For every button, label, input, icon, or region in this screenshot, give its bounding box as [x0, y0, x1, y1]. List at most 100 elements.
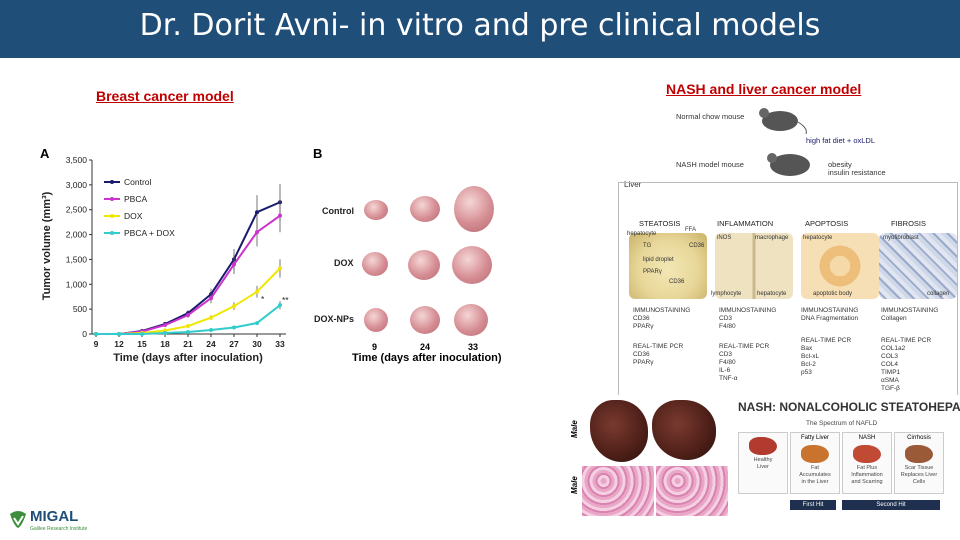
- immunostaining-inflammation: IMMUNOSTAINING CD3 F4/80: [719, 307, 777, 330]
- legend-marker: [110, 214, 114, 218]
- row-label-control: Control: [322, 206, 354, 216]
- cell-label: hepatocyte: [803, 235, 833, 241]
- x-tick-label: 24: [206, 339, 216, 349]
- data-point: [232, 262, 236, 267]
- tumor-photo: [454, 186, 494, 232]
- slide-title: Dr. Dorit Avni- in vitro and pre clinica…: [139, 8, 821, 43]
- cell-label: TG: [643, 243, 652, 249]
- nafld-title: NASH: NONALCOHOLIC STEATOHEPATITIS: [738, 400, 960, 414]
- data-point: [186, 324, 190, 329]
- pcr-inflammation: REAL-TIME PCR CD3 F4/80 IL-6 TNF-α: [719, 343, 770, 382]
- legend-label: Control: [124, 177, 152, 187]
- x-tick-label: 27: [229, 339, 239, 349]
- legend-marker: [110, 180, 114, 184]
- nafld-card-cirrhosis: Cirrhosis Scar Tissue Replaces Liver Cel…: [894, 432, 944, 494]
- legend-marker: [110, 231, 114, 235]
- cell-label: CD36: [669, 279, 685, 285]
- liver-photo: [590, 400, 648, 462]
- side-label: Male: [570, 476, 579, 494]
- photo-time-tick: 24: [420, 342, 431, 352]
- nash-heading: NASH and liver cancer model: [666, 81, 862, 97]
- y-tick-label: 0: [82, 329, 87, 339]
- liver-label: Liver: [624, 180, 642, 189]
- y-tick-label: 2,000: [66, 230, 88, 240]
- nash-mouse-icon: [767, 153, 810, 176]
- data-point: [255, 321, 259, 326]
- legend-label: PBCA + DOX: [124, 228, 175, 238]
- tumor-photo: [454, 304, 488, 336]
- normal-mouse-label: Normal chow mouse: [676, 112, 745, 121]
- cell-label: apoptotic body: [813, 291, 853, 297]
- cell-label: CD36: [689, 243, 705, 249]
- liver-icon: [749, 437, 777, 455]
- data-point: [232, 325, 236, 330]
- obesity-label: obesity: [828, 160, 852, 169]
- data-point: [255, 230, 259, 235]
- series-line: [96, 304, 281, 335]
- row-label-dox: DOX: [334, 258, 354, 268]
- significance-annotation: **: [282, 295, 289, 305]
- liver-photo: [652, 400, 716, 460]
- x-tick-label: 12: [114, 339, 124, 349]
- fibrosis-cell-image: myofibroblast collagen: [879, 233, 957, 299]
- y-axis-label: Tumor volume (mm³): [41, 191, 53, 300]
- liver-box: STEATOSIS INFLAMMATION APOPTOSIS FIBROSI…: [618, 182, 958, 395]
- side-label: Male: [570, 420, 579, 438]
- column-head-apoptosis: APOPTOSIS: [805, 219, 849, 228]
- cell-label: PPARγ: [643, 269, 662, 275]
- immunostaining-steatosis: IMMUNOSTAINING CD36 PPARγ: [633, 307, 691, 330]
- liver-icon: [801, 445, 829, 463]
- tumor-photo-panel: B Control DOX DOX-NPs 9 24 33 Time (days…: [310, 146, 510, 366]
- tumor-photo: [364, 200, 388, 220]
- photo-x-axis-label: Time (days after inoculation): [352, 352, 502, 364]
- data-point: [278, 303, 282, 308]
- cell-label: myofibroblast: [883, 235, 919, 241]
- cell-label: macrophage: [755, 235, 789, 241]
- first-hit-bar: First Hit: [790, 500, 836, 510]
- cell-label: FFA: [685, 227, 697, 233]
- nafld-card-fatty: Fatty Liver Fat Accumulates in the Liver: [790, 432, 840, 494]
- data-point: [209, 328, 213, 333]
- cell-label: collagen: [927, 291, 950, 297]
- column-head-steatosis: STEATOSIS: [639, 219, 681, 228]
- panel-b-label: B: [313, 146, 323, 161]
- tumor-photo: [410, 306, 440, 334]
- mouse-icon: [759, 108, 807, 134]
- data-point: [232, 304, 236, 309]
- y-tick-label: 1,500: [66, 254, 88, 264]
- insulin-resistance-label: insulin resistance: [828, 168, 886, 177]
- title-bar: Dr. Dorit Avni- in vitro and pre clinica…: [0, 0, 960, 58]
- diet-label: high fat diet + oxLDL: [806, 136, 876, 145]
- data-point: [255, 210, 259, 215]
- pcr-apoptosis: REAL-TIME PCR Bax Bcl-xL Bcl-2 p53: [801, 337, 852, 376]
- tumor-volume-chart: A 0 500 1,000 1,500 2,000 2,500 3,000 3,500 9 12 1…: [40, 146, 289, 364]
- x-axis-label: Time (days after inoculation): [113, 352, 263, 364]
- nash-mouse-label: NASH model mouse: [676, 160, 744, 169]
- cell-label: hepatocyte: [757, 291, 787, 297]
- significance-annotation: *: [261, 294, 265, 304]
- data-point: [163, 331, 167, 336]
- immunostaining-fibrosis: IMMUNOSTAINING Collagen: [881, 307, 939, 322]
- nash-mechanism-diagram: Normal chow mouse high fat diet + oxLDL …: [618, 104, 958, 395]
- x-tick-label: 18: [160, 339, 170, 349]
- histology-image: [582, 466, 654, 516]
- row-label-dox-nps: DOX-NPs: [314, 314, 355, 324]
- legend-marker: [110, 197, 114, 201]
- y-tick-label: 2,500: [66, 205, 88, 215]
- liver-icon: [905, 445, 933, 463]
- nafld-panel: Male Male NASH: NONALCOHOLIC STEATOHEPA T…: [568, 394, 960, 522]
- nafld-subtitle: The Spectrum of NAFLD: [806, 420, 878, 427]
- y-tick-label: 1,000: [66, 279, 88, 289]
- tumor-photo: [410, 196, 440, 222]
- column-head-inflammation: INFLAMMATION: [717, 219, 774, 228]
- photo-time-tick: 9: [372, 342, 378, 352]
- x-tick-label: 21: [183, 339, 193, 349]
- migal-logo: MIGAL Galilee Research Institute: [8, 508, 87, 535]
- tumor-photo: [452, 246, 492, 284]
- y-tick-label: 3,500: [66, 155, 88, 165]
- data-point: [186, 313, 190, 318]
- tumor-photo: [364, 308, 388, 332]
- tumor-photo: [362, 252, 388, 276]
- pcr-fibrosis: REAL-TIME PCR COL1a2 COL3 COL4 TIMP1 αSM…: [881, 337, 932, 392]
- data-point: [117, 332, 121, 336]
